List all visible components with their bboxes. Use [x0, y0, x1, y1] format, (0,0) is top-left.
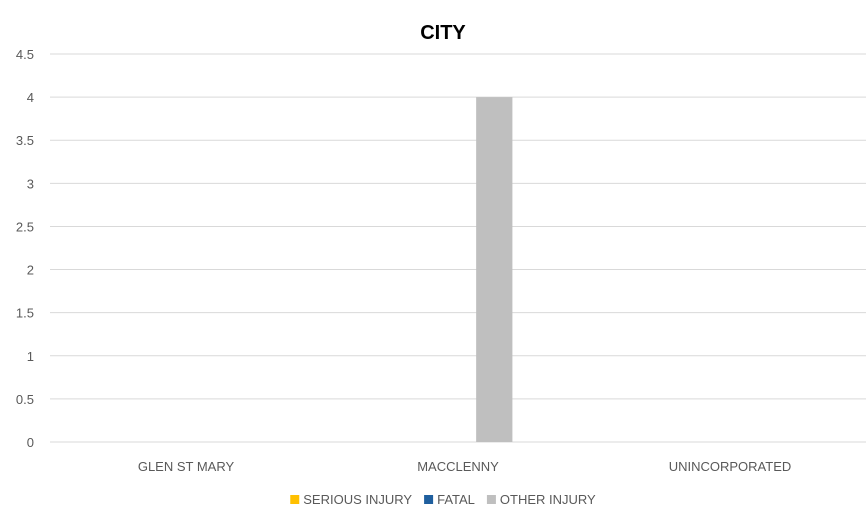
y-tick-label: 1	[27, 349, 34, 364]
legend-item: SERIOUS INJURY	[290, 492, 412, 507]
y-tick-label: 0.5	[16, 392, 34, 407]
y-tick-label: 4	[27, 90, 34, 105]
y-tick-label: 2.5	[16, 219, 34, 234]
x-tick-label: UNINCORPORATED	[669, 459, 792, 474]
bars	[476, 97, 513, 442]
y-tick-label: 3.5	[16, 133, 34, 148]
legend-item: OTHER INJURY	[486, 492, 596, 507]
legend-item: FATAL	[424, 492, 475, 507]
bar-other-injury	[476, 97, 513, 442]
x-tick-label: MACCLENNY	[417, 459, 499, 474]
y-tick-label: 2	[27, 263, 34, 278]
gridlines	[50, 53, 866, 443]
x-axis-tick-labels: GLEN ST MARY MACCLENNY UNINCORPORATED	[138, 459, 791, 474]
y-tick-label: 0	[27, 435, 34, 450]
legend-swatch	[290, 495, 300, 504]
legend-label: OTHER INJURY	[500, 492, 596, 507]
legend: SERIOUS INJURY FATAL OTHER INJURY	[290, 492, 596, 507]
x-tick-label: GLEN ST MARY	[138, 459, 235, 474]
legend-swatch	[424, 495, 434, 504]
y-tick-label: 4.5	[16, 47, 34, 62]
chart-title: CITY	[420, 22, 466, 44]
y-tick-label: 1.5	[16, 306, 34, 321]
legend-label: FATAL	[437, 492, 475, 507]
y-tick-label: 3	[27, 176, 34, 191]
y-axis-tick-labels: 0 0.5 1 1.5 2 2.5 3 3.5 4 4.5	[16, 47, 34, 450]
legend-label: SERIOUS INJURY	[303, 492, 412, 507]
legend-swatch	[486, 495, 496, 504]
